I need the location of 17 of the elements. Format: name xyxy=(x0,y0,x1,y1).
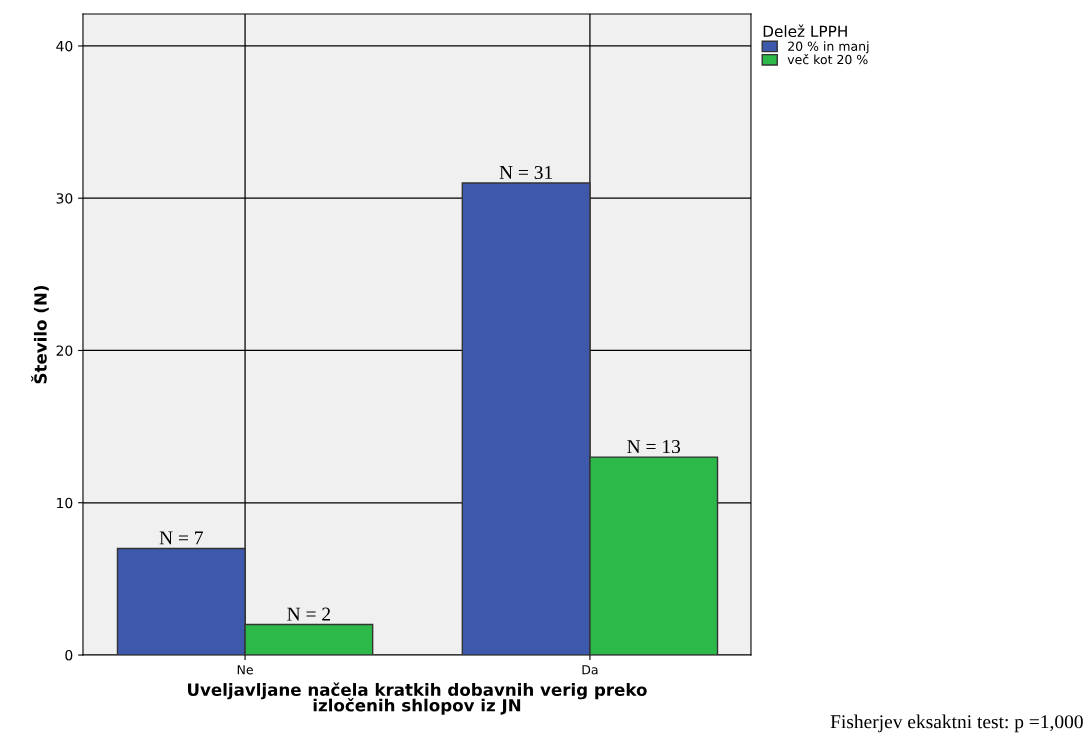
data-label: N = 2 xyxy=(287,607,331,621)
legend-label: 20 % in manj xyxy=(788,41,869,54)
legend-label: več kot 20 % xyxy=(787,54,868,65)
x-tick-label: Ne xyxy=(237,665,253,675)
x-tick-label: Da xyxy=(582,665,598,675)
data-label: N = 31 xyxy=(499,165,553,180)
y-axis-title: Število (N) xyxy=(31,285,49,384)
data-label: N = 7 xyxy=(159,531,203,545)
y-tick-label: 10 xyxy=(57,497,73,509)
y-tick-label: 40 xyxy=(56,40,73,52)
text: Fisherjev eksaktni test: p =1,000 xyxy=(830,714,1083,733)
y-tick-label: 20 xyxy=(56,345,73,356)
x-axis-title: Uveljavljane načela kratkih dobavnih verig preko izločenih shlopov iz JN xyxy=(188,682,647,715)
y-tick-label: 30 xyxy=(56,193,73,204)
legend-title: Delež LPPH xyxy=(763,24,847,38)
y-tick-label: 0 xyxy=(65,649,73,661)
data-label: N = 13 xyxy=(627,440,681,454)
